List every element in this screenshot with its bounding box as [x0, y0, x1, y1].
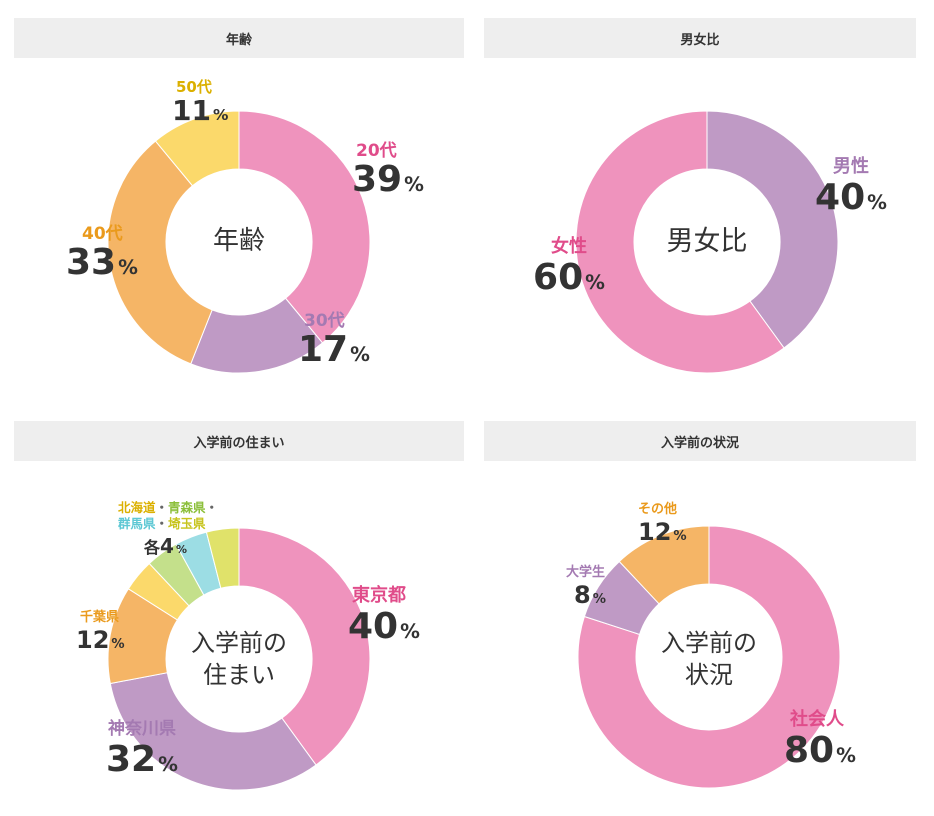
donut-center-label: 入学前の 住まい: [191, 629, 287, 690]
donut-slice-3: [618, 525, 710, 605]
slice-category: 男性: [833, 156, 869, 177]
slice-label-50s: 50代 11%: [172, 80, 228, 125]
chart-panel-gender: 男女比: [484, 18, 916, 398]
slice-category: 大学生: [566, 565, 606, 580]
slice-category-hokkaido: 北海道: [118, 500, 156, 515]
slice-label-working: 社会人 80%: [784, 711, 856, 769]
slice-value: 12%: [638, 518, 687, 546]
slice-value: 40%: [348, 606, 420, 647]
slice-value: 39%: [352, 159, 424, 200]
slice-value: 17%: [298, 329, 370, 370]
slice-label-small-prefectures: 北海道・青森県・ 群馬県・埼玉県: [118, 500, 218, 533]
slice-value: 33%: [66, 242, 138, 283]
donut-slice-1: [577, 525, 841, 789]
donut-slice-1: [238, 527, 371, 766]
slice-value: 80%: [784, 730, 856, 771]
donut-slice-4: [154, 110, 240, 187]
slice-label-tokyo: 東京都 40%: [348, 587, 420, 645]
slice-label-20s: 20代 39%: [352, 143, 424, 198]
chart-title: 年齢: [14, 18, 464, 58]
separator-dot: ・: [155, 516, 169, 532]
slice-category: 東京都: [352, 585, 406, 606]
slice-label-university: 大学生 8%: [566, 566, 606, 607]
chart-panel-age: 年齢: [14, 18, 464, 398]
slice-value: 12%: [76, 626, 125, 654]
slice-value-small-prefectures: 各4%: [144, 536, 187, 556]
slice-category: 20代: [356, 141, 397, 161]
slice-category: 千葉県: [80, 610, 120, 625]
slice-label-male: 男性 40%: [806, 158, 896, 216]
chart-title: 男女比: [484, 18, 916, 58]
chart-title: 入学前の住まい: [14, 421, 464, 461]
donut-center-label: 年齢: [212, 226, 265, 256]
slice-label-40s: 40代 33%: [66, 226, 138, 281]
chart-panel-status: 入学前の状況: [484, 421, 916, 811]
slice-category: 神奈川県: [108, 719, 176, 739]
chart-panel-residence: 入学前の住まい: [14, 421, 464, 811]
donut-center-label: 男女比: [666, 226, 748, 257]
group-value: 4: [160, 534, 174, 558]
separator-dot: ・: [155, 500, 169, 515]
slice-value: 11%: [172, 94, 229, 127]
donut-slice-2: [109, 672, 317, 791]
donut-slice-1: [706, 110, 839, 349]
donut-center-label: 入学前の 状況: [661, 629, 757, 690]
slice-category: 40代: [82, 224, 123, 244]
group-prefix: 各: [144, 538, 161, 557]
slice-label-other: その他 12%: [638, 503, 687, 544]
slice-label-chiba: 千葉県 12%: [76, 611, 125, 652]
slice-category-aomori: 青森県: [168, 500, 206, 515]
donut-slice-3: [107, 140, 213, 365]
slice-category: 50代: [176, 78, 212, 96]
slice-category: 30代: [304, 311, 345, 331]
slice-category-gunma: 群馬県: [118, 516, 156, 532]
slice-label-kanagawa: 神奈川県 32%: [106, 721, 178, 778]
slice-label-30s: 30代 17%: [298, 313, 370, 368]
separator-dot: ・: [205, 500, 219, 515]
slice-category-saitama: 埼玉県: [168, 516, 206, 532]
slice-value: 32%: [106, 739, 178, 780]
chart-title: 入学前の状況: [484, 421, 916, 461]
slice-value: 8%: [574, 581, 606, 609]
slice-label-female: 女性 60%: [526, 238, 612, 296]
percent-sign: %: [175, 543, 187, 556]
donut-slice-2: [575, 110, 785, 374]
slice-value: 40%: [815, 177, 887, 218]
donut-slice-1: [238, 110, 371, 344]
slice-category: その他: [638, 502, 678, 517]
slice-category: 社会人: [790, 709, 844, 730]
slice-category: 女性: [551, 236, 587, 257]
slice-value: 60%: [533, 257, 605, 298]
donut-slice-7: [205, 527, 240, 589]
